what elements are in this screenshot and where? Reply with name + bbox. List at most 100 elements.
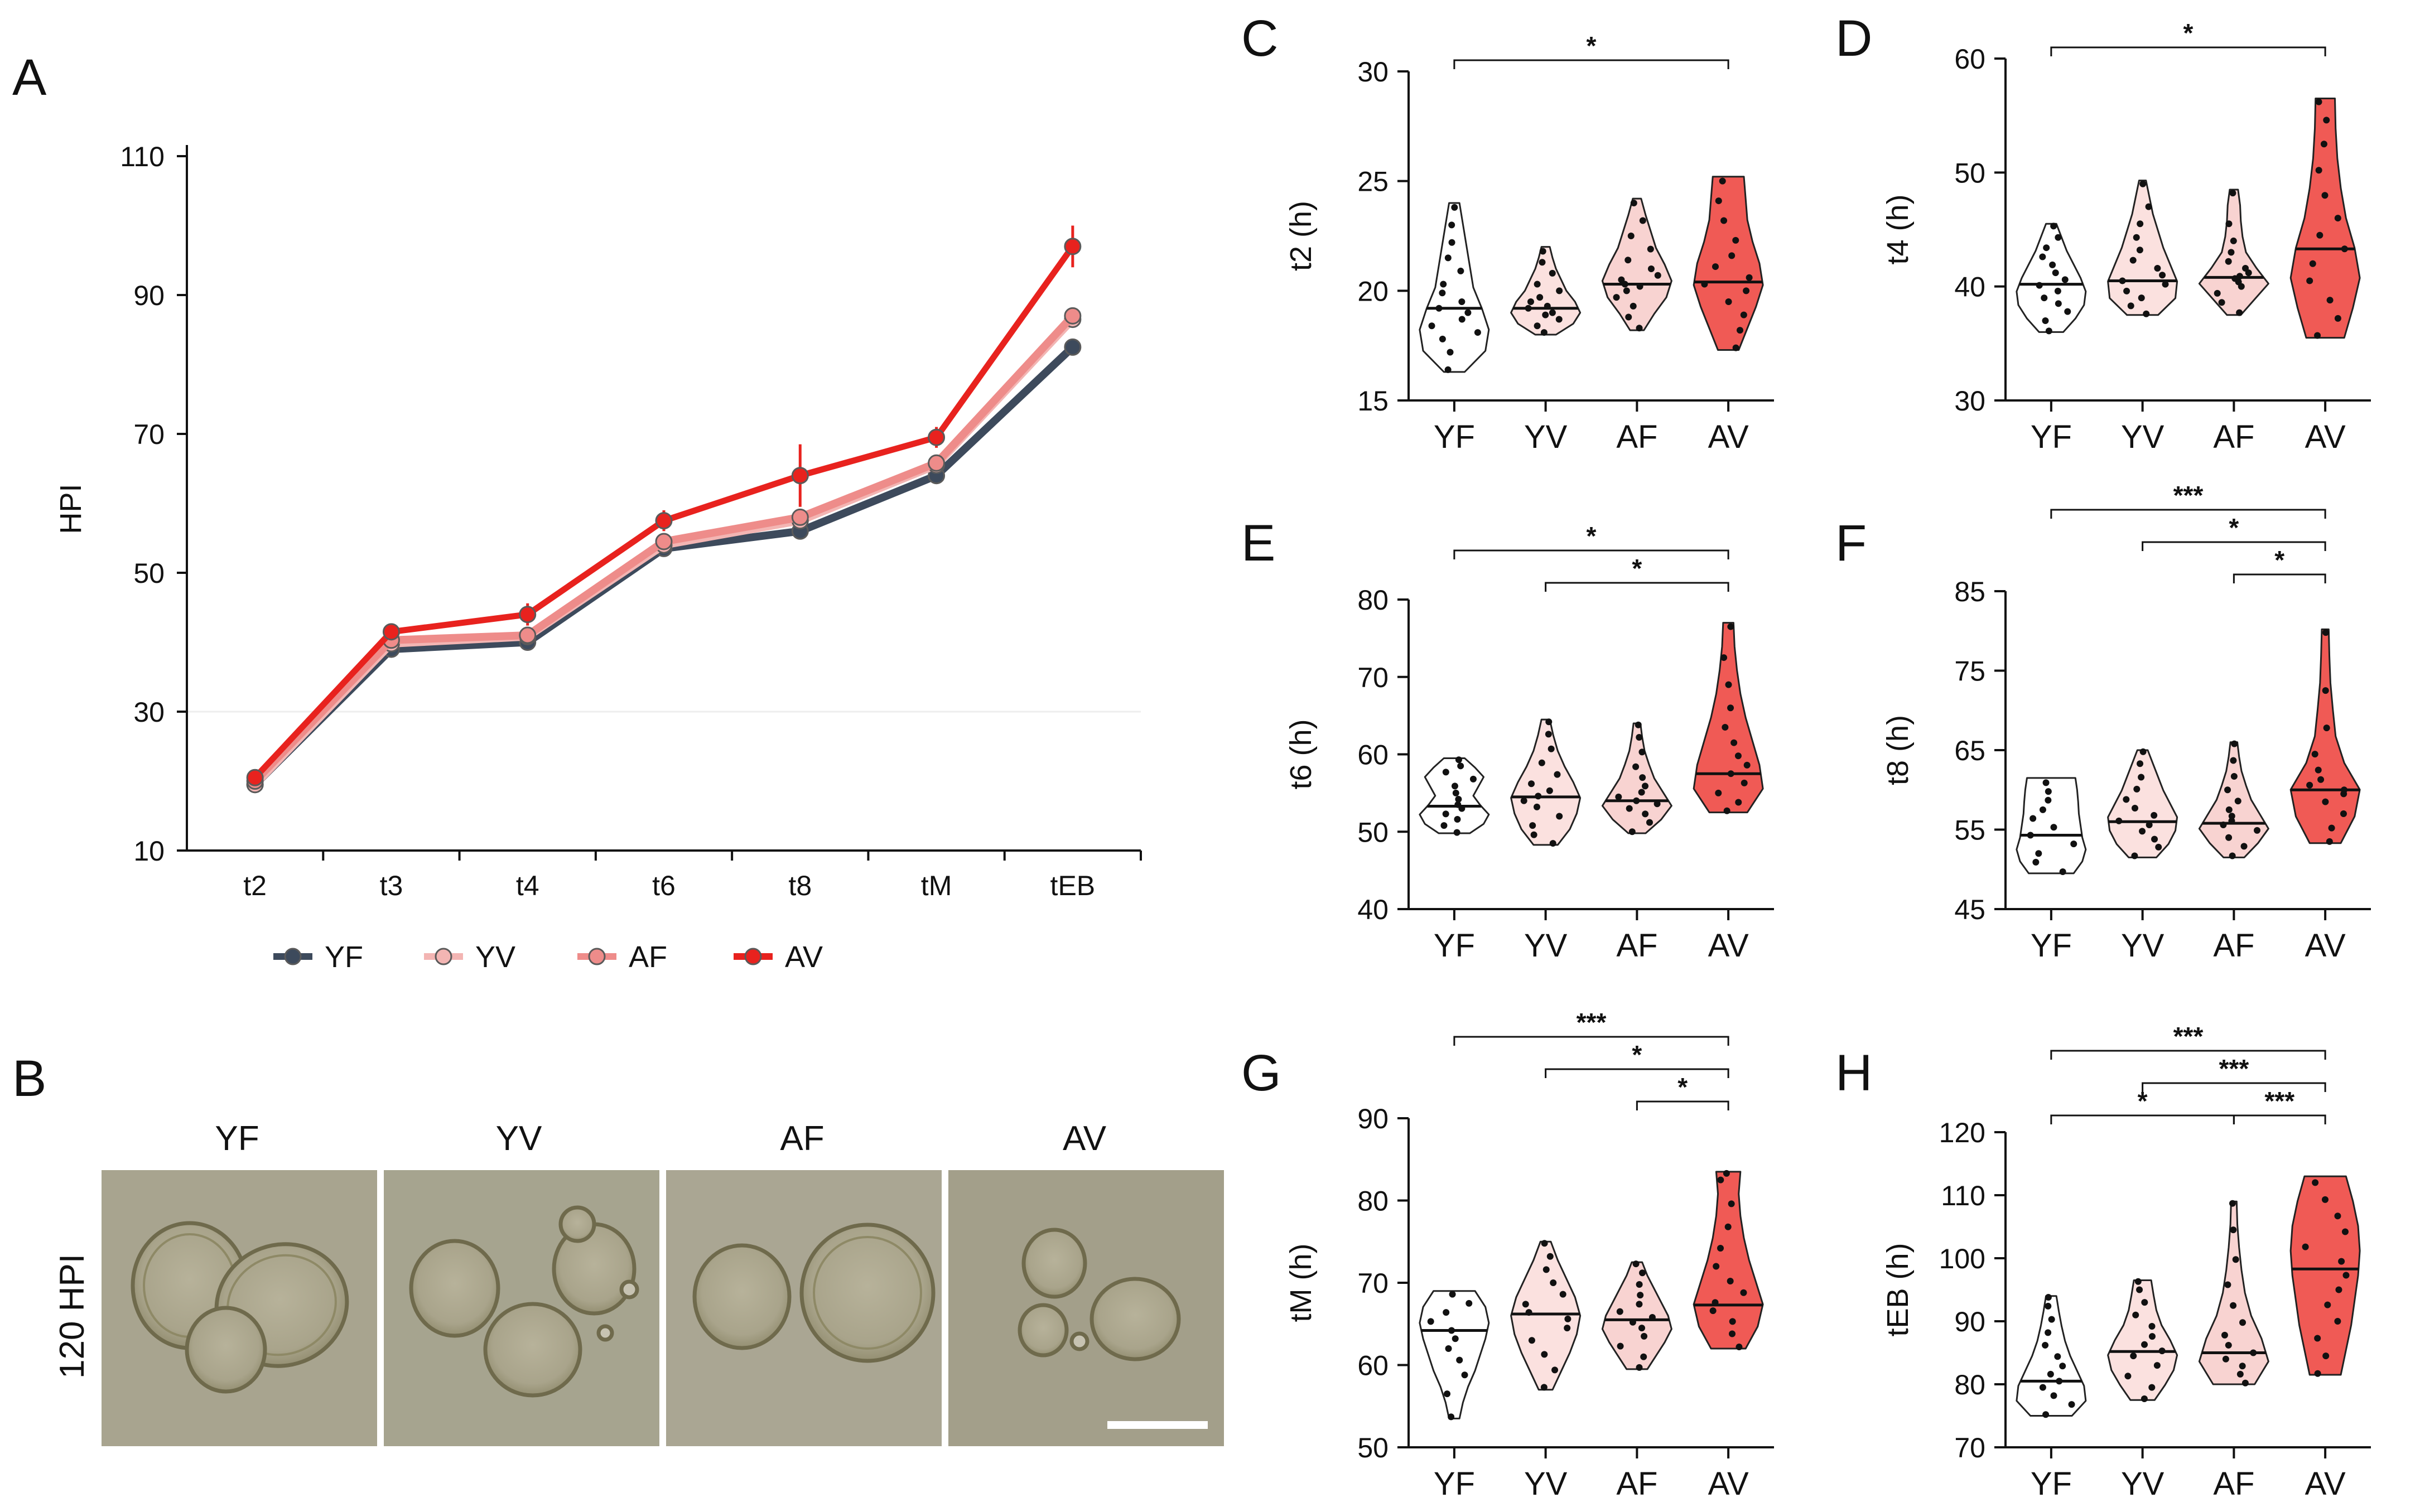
data-point: [519, 626, 537, 644]
data-point: [2236, 273, 2243, 280]
x-tick-label: AF: [2213, 419, 2254, 455]
panel-label-g: G: [1241, 1045, 1281, 1102]
data-point: [1448, 1327, 1455, 1334]
y-tick-label: 30: [1954, 385, 1985, 417]
data-point: [1725, 298, 1732, 305]
data-point: [2155, 843, 2162, 851]
data-point: [1542, 1266, 1550, 1273]
y-tick-label: 25: [1357, 166, 1389, 197]
data-point: [2338, 1258, 2345, 1265]
data-point: [2315, 167, 2322, 174]
data-point: [1623, 287, 1630, 294]
y-tick-label: 10: [133, 835, 165, 867]
x-tick-label: AF: [1616, 419, 1657, 455]
data-point: [1629, 1318, 1636, 1326]
y-tick-label: 50: [133, 558, 165, 589]
data-point: [1636, 1364, 1643, 1371]
data-point: [791, 467, 809, 485]
x-tick-label: AV: [1708, 928, 1749, 964]
data-point: [2045, 796, 2052, 804]
data-point: [2230, 773, 2238, 780]
data-point: [2316, 231, 2323, 239]
data-point: [1428, 322, 1435, 330]
photo-col-label-af: AF: [780, 1119, 824, 1158]
data-point: [2320, 141, 2327, 148]
data-point: [2131, 805, 2138, 812]
data-point: [2055, 300, 2062, 307]
data-point: [2054, 1353, 2061, 1360]
data-point: [2070, 840, 2077, 848]
data-point: [2143, 310, 2150, 317]
data-point: [2322, 629, 2330, 636]
data-point: [1740, 1289, 1747, 1296]
data-point: [2334, 215, 2341, 222]
micrograph-av: [948, 1170, 1224, 1446]
x-tick-label: YV: [2121, 928, 2164, 964]
data-point: [2146, 821, 2153, 828]
data-point: [2309, 260, 2316, 267]
data-point: [1435, 305, 1443, 312]
data-point: [1461, 1371, 1468, 1379]
data-point: [1455, 795, 1462, 803]
data-point: [2214, 289, 2221, 297]
data-point: [2314, 1370, 2321, 1377]
y-tick-label: 60: [1357, 740, 1389, 771]
data-point: [2050, 824, 2057, 831]
data-point: [1555, 316, 1563, 323]
data-point: [1427, 1318, 1434, 1325]
x-tick-label: AF: [2213, 1466, 2254, 1502]
data-point: [2133, 234, 2140, 241]
y-tick-label: 15: [1357, 385, 1389, 417]
data-point: [1740, 311, 1747, 318]
data-point: [1732, 236, 1739, 244]
data-point: [2048, 1316, 2055, 1323]
violin-af: [1601, 722, 1672, 834]
violin-chart-e: 40 50 60 70 80 YF YV AF AV t6 (h) * *: [1284, 521, 1774, 964]
data-point: [1720, 654, 1728, 661]
data-point: [1539, 259, 1546, 266]
data-point: [2052, 269, 2059, 277]
data-point: [2042, 1341, 2049, 1349]
data-point: [1444, 254, 1452, 262]
data-point: [2222, 1355, 2229, 1363]
data-point: [2323, 724, 2330, 732]
data-point: [1701, 281, 1708, 288]
embryo-yf: [131, 1221, 349, 1394]
data-point: [2241, 1379, 2249, 1387]
significance-label: ***: [2173, 1022, 2204, 1051]
data-point: [2322, 798, 2329, 805]
data-point: [1564, 1325, 1571, 1332]
data-point: [2311, 751, 2318, 758]
significance-bracket: [2233, 573, 2326, 583]
data-point: [1064, 238, 1082, 255]
data-point: [1564, 1315, 1571, 1322]
violin-av: [1693, 1171, 1764, 1350]
significance-bracket: [1453, 549, 1729, 559]
data-point: [2334, 1213, 2341, 1220]
data-point: [2225, 258, 2232, 265]
data-point: [1536, 294, 1544, 301]
significance-label: *: [2138, 1086, 2148, 1115]
data-point: [2056, 1378, 2063, 1385]
data-point: [2162, 281, 2169, 288]
significance-label: *: [1677, 1073, 1688, 1102]
data-point: [1447, 349, 1454, 356]
significance-label: ***: [2173, 481, 2204, 510]
x-tick-label: YF: [2031, 419, 2072, 455]
data-point: [1712, 263, 1719, 270]
data-point: [1556, 813, 1563, 820]
embryo-af: [692, 1223, 936, 1363]
significance-bracket: [2050, 1050, 2326, 1060]
data-point: [2151, 811, 2158, 819]
legend-marker: [588, 948, 606, 965]
y-tick-label: 60: [1357, 1350, 1389, 1381]
data-point: [2224, 1281, 2231, 1288]
data-point: [2148, 1323, 2156, 1330]
data-point: [2236, 309, 2243, 316]
data-point: [1466, 1300, 1473, 1307]
data-point: [1544, 302, 1551, 310]
data-point: [1448, 1413, 1455, 1421]
x-tick-label: AF: [2213, 928, 2254, 964]
y-tick-label: 80: [1357, 1186, 1389, 1217]
